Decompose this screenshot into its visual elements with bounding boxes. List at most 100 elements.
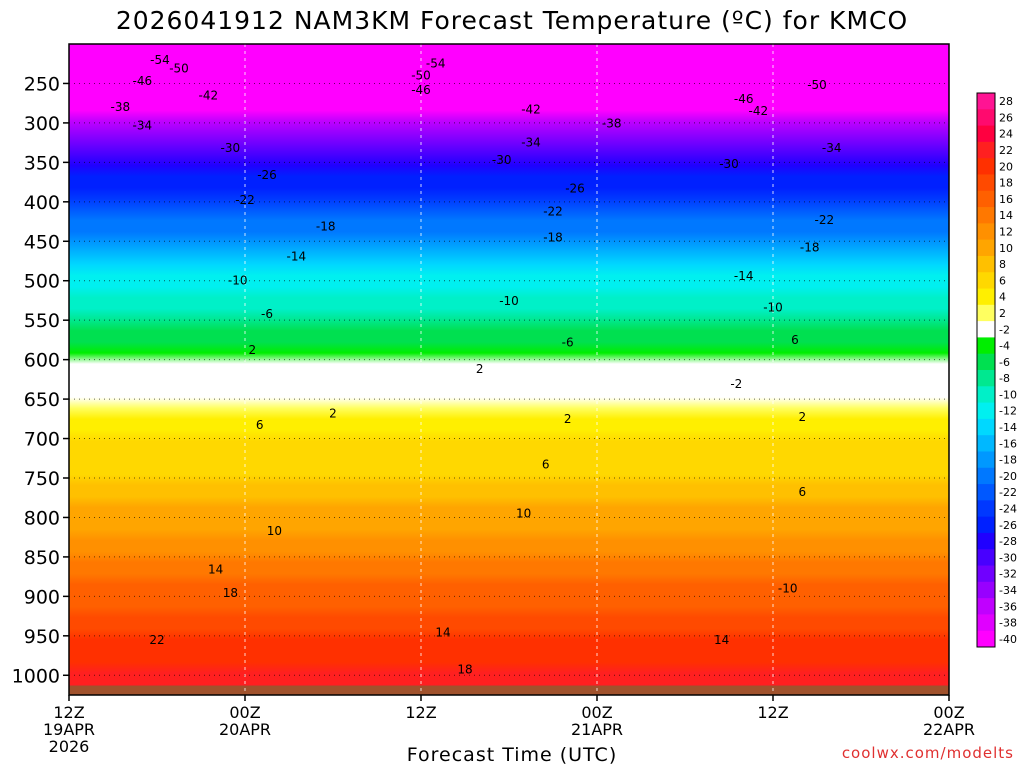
y-tick-label: 1000 [12,665,60,687]
x-axis-label: Forecast Time (UTC) [406,744,618,766]
contour-label: -30 [492,153,512,167]
colorbar-cell [977,418,995,436]
contour-label: -10 [499,294,519,308]
contour-label: -18 [800,241,820,255]
y-tick-label: 850 [24,547,60,569]
x-tick-label: 12Z [53,703,84,722]
contour-label: 10 [267,524,282,538]
colorbar-label: -24 [999,503,1017,516]
contour-label: 18 [457,663,472,677]
y-tick-label: 400 [24,192,60,214]
contour-label: -18 [316,219,336,233]
contour-label: 2 [564,412,572,426]
colorbar-label: -28 [999,535,1017,548]
colorbar-cell [977,174,995,192]
plot-area: -54 -54-50-50-50-46-46-46-42-42 -42-38-38-… [69,44,949,695]
x-tick-label: 12Z [405,703,436,722]
colorbar-label: -12 [999,405,1017,418]
contour-label: -10 [778,581,798,595]
colorbar-cell [977,435,995,452]
contour-label: -22 [543,204,563,218]
colorbar-cell [977,614,995,632]
colorbar-label: -38 [999,617,1017,630]
y-tick-label: 700 [24,429,60,451]
colorbar-cell [977,630,995,648]
colorbar-label: -20 [999,470,1017,483]
x-tick-label: 21APR [571,720,623,739]
x-tick-label: 2026 [49,737,90,756]
contour-label: -14 [287,249,307,263]
colorbar-label: -26 [999,519,1017,532]
colorbar-cell [977,565,995,583]
colorbar-cell [977,353,995,371]
contour-label: -30 [221,141,241,155]
contour-label: 6 [791,333,799,347]
x-tick-label: 00Z [581,703,612,722]
y-tick-label: 950 [24,626,60,648]
colorbar-cell [977,255,995,273]
contour-label: -42 [749,104,769,118]
contour-label: -6 [562,335,574,349]
y-tick-label: 900 [24,586,60,608]
y-tick-label: 350 [24,152,60,174]
contour-label: -26 [257,168,277,182]
ground-surface [69,685,949,695]
colorbar-cell [977,337,995,355]
contour-label: 14 [208,563,223,577]
colorbar-label: 24 [999,128,1013,141]
colorbar-label: -16 [999,437,1017,450]
contour-label: -46 [411,83,431,97]
credit-link[interactable]: coolwx.com/modelts [841,744,1014,762]
y-tick-label: 450 [24,231,60,253]
colorbar-cell [977,598,995,615]
contour-label: 2 [476,362,484,376]
x-tick-label: 22APR [923,720,975,739]
colorbar-cell [977,516,995,534]
contour-label: -50 [411,69,431,83]
colorbar-label: -36 [999,600,1017,613]
contour-label: -38 [111,100,131,114]
contour-label: 10 [516,507,531,521]
contour-label: 18 [223,586,238,600]
colorbar-cell [977,467,995,485]
contour-label: -6 [261,307,273,321]
contour-label: 2 [329,406,337,420]
contour-label: -14 [734,269,754,283]
colorbar-cell [977,402,995,420]
colorbar-label: 8 [999,258,1006,271]
colorbar-cell [977,272,995,290]
contour-label: 2 [249,343,257,357]
colorbar-label: 18 [999,177,1013,190]
contour-label: -10 [228,274,248,288]
y-tick-label: 500 [24,271,60,293]
colorbar-cell [977,223,995,241]
contour-label: -42 [199,88,219,102]
y-tick-label: 300 [24,113,60,135]
colorbar-label: 26 [999,111,1013,124]
x-tick-label: 00Z [229,703,260,722]
contour-label: -34 [133,118,153,132]
y-tick-label: 550 [24,310,60,332]
colorbar-label: 14 [999,209,1013,222]
colorbar-label: -40 [999,633,1017,646]
colorbar-cell [977,109,995,127]
contour-label: 6 [542,458,550,472]
chart-title: 2026041912 NAM3KM Forecast Temperature (… [115,6,909,35]
x-tick-label: 20APR [219,720,271,739]
contour-label: -34 [521,136,541,150]
contour-label: -42 [521,102,541,116]
colorbar-cell [977,190,995,208]
colorbar-label: -6 [999,356,1010,369]
colorbar-label: -2 [999,323,1010,336]
colorbar-label: -34 [999,584,1017,597]
colorbar-label: -22 [999,486,1017,499]
contour-label: 2 [799,410,807,424]
colorbar-label: -8 [999,372,1010,385]
colorbar-cell [977,532,995,550]
contour-label: -46 [734,92,754,106]
contour-label: -26 [565,181,585,195]
colorbar-cell [977,93,995,110]
colorbar-label: 6 [999,274,1006,287]
